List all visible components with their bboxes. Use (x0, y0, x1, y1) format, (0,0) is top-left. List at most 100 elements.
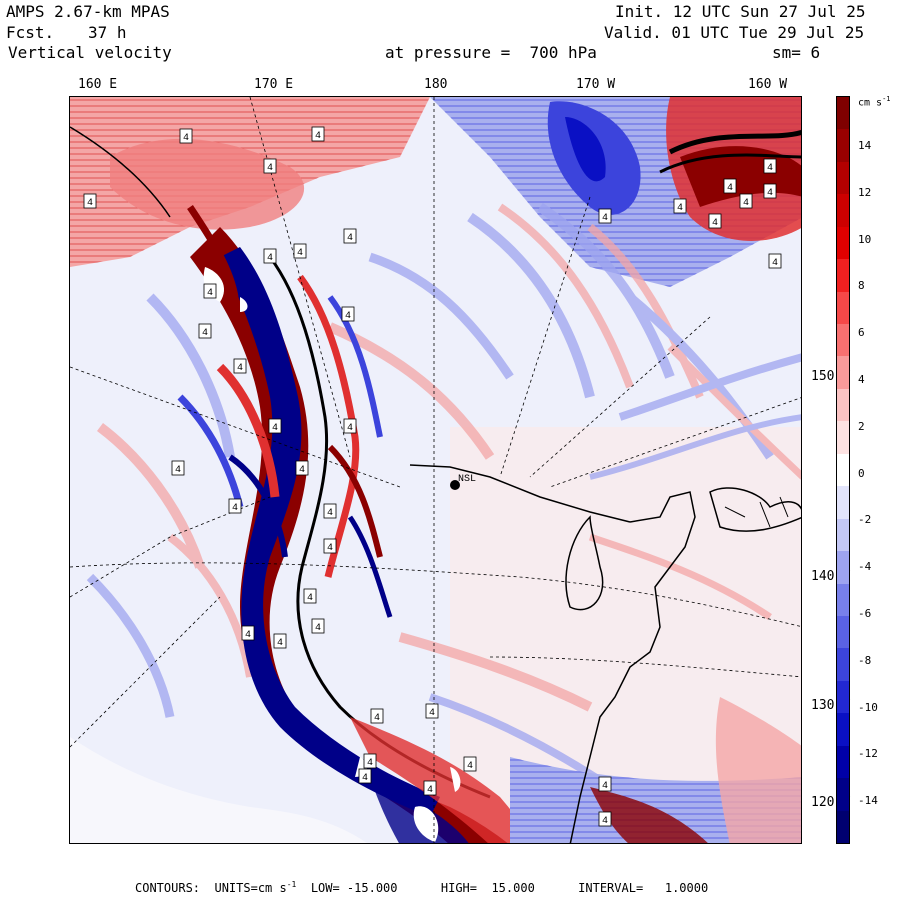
coastline-northeast (668, 129, 801, 155)
contour-label-box: 4 (241, 625, 255, 641)
colorbar-swatch (837, 810, 849, 844)
contour-label-box: 4 (739, 193, 753, 209)
colorbar-unit: cm s-1 (858, 95, 891, 109)
contour-label-box: 4 (763, 183, 777, 199)
svg-text:4: 4 (327, 543, 333, 554)
svg-text:4: 4 (307, 593, 313, 604)
colorbar-tick-label: 12 (858, 185, 872, 199)
contour-label-box: 4 (323, 503, 337, 519)
contour-label-box: 4 (233, 358, 247, 374)
lon-label-160e: 160 E (78, 77, 118, 92)
svg-text:4: 4 (207, 288, 213, 299)
negative-core-inner (565, 117, 606, 182)
svg-text:4: 4 (602, 213, 608, 224)
contour-label-box: 4 (363, 753, 377, 769)
contour-low: LOW= -15.000 (310, 881, 398, 895)
colorbar-swatch (837, 97, 849, 130)
contour-label-box: 4 (598, 811, 612, 827)
colorbar-tick-label: 6 (858, 326, 865, 340)
colorbar-swatch (837, 615, 849, 649)
contour-label-box: 4 (423, 780, 437, 796)
colorbar-tick-label: -10 (858, 700, 878, 714)
southeast-weak-positive (715, 697, 801, 843)
svg-text:4: 4 (315, 623, 321, 634)
svg-text:4: 4 (232, 503, 238, 514)
colorbar-tick-label: -14 (858, 794, 878, 808)
coastline-northeast-inner (659, 153, 801, 174)
contour-label-box: 4 (295, 460, 309, 476)
colorbar-swatch (837, 486, 849, 520)
contour-labels: 4 4 4 4 4 4 4 4 4 4 4 4 4 4 4 4 4 4 4 4 4 4 4 4 4 4 4 4 4 4 4 4 4 4 4 4 4 4 (83, 126, 782, 827)
pressure-level: at pressure = 700 hPa (385, 43, 597, 62)
contour-interval: INTERVAL= 1.0000 (578, 881, 709, 895)
forecast-label: Fcst. (6, 23, 55, 42)
contour-label-box: 4 (179, 128, 193, 144)
svg-text:4: 4 (347, 423, 353, 434)
svg-text:4: 4 (345, 311, 351, 322)
colorbar-swatch (837, 421, 849, 455)
smoothing-label: sm= 6 (772, 43, 821, 62)
contour-info: CONTOURS: UNITS=cm s-1 LOW= -15.000 HIGH… (135, 880, 708, 895)
contour-high: HIGH= 15.000 (440, 881, 535, 895)
lon-label-170e: 170 E (254, 77, 294, 92)
north-positive-core (110, 138, 305, 230)
svg-text:4: 4 (245, 630, 251, 641)
svg-text:4: 4 (183, 133, 189, 144)
contour-label-box: 4 (323, 538, 337, 554)
svg-text:4: 4 (429, 708, 435, 719)
forecast-value: 37 h (88, 23, 127, 42)
contour-label-box: 4 (311, 618, 325, 634)
contour-label-box: 4 (268, 418, 282, 434)
svg-text:4: 4 (727, 183, 733, 194)
colorbar-tick-label: 10 (858, 232, 872, 246)
contour-label-box: 4 (768, 253, 782, 269)
contour-label-box: 4 (293, 243, 307, 259)
colorbar-swatch (837, 259, 849, 293)
svg-text:4: 4 (267, 253, 273, 264)
contour-label-box: 4 (463, 756, 477, 772)
southwest-quiet-region (70, 737, 367, 843)
svg-text:4: 4 (374, 713, 380, 724)
contours-unit-exp: -1 (286, 880, 297, 889)
svg-text:4: 4 (712, 218, 718, 229)
coastlines (70, 126, 801, 843)
colorbar-swatch (837, 194, 849, 228)
colorbar-tick-label: 8 (858, 279, 865, 293)
colorbar-tick-label: -4 (858, 560, 872, 574)
colorbar-swatch (837, 551, 849, 584)
colorbar-tick-label: 4 (858, 373, 865, 386)
svg-text:4: 4 (602, 781, 608, 792)
colorbar-swatch (837, 680, 849, 714)
contour-label-box: 4 (341, 306, 355, 322)
contour-label-box: 4 (311, 126, 325, 142)
contour-label-box: 4 (723, 178, 737, 194)
colorbar-tick-label: 0 (858, 466, 865, 480)
contour-label-box: 4 (343, 228, 357, 244)
contour-label-box: 4 (263, 248, 277, 264)
contour-label-box: 4 (343, 418, 357, 434)
colorbar-swatch (837, 161, 849, 195)
model-title: AMPS 2.67-km MPAS (6, 2, 170, 21)
colorbar-swatch (837, 648, 849, 682)
graticule (70, 97, 801, 843)
lon-label-180: 180 (424, 77, 448, 92)
valid-time: Valid. 01 UTC Tue 29 Jul 25 (604, 23, 865, 42)
contour-label-box: 4 (303, 588, 317, 604)
colorbar-tick-label: 2 (858, 419, 865, 433)
contour-label-box: 4 (598, 776, 612, 792)
contour-label-box: 4 (370, 708, 384, 724)
svg-text:4: 4 (297, 248, 303, 259)
contour-label-box: 4 (425, 703, 439, 719)
colorbar-swatch (837, 324, 849, 357)
svg-text:4: 4 (467, 761, 473, 772)
svg-text:4: 4 (743, 198, 749, 209)
colorbar-swatch (837, 453, 849, 487)
colorbar-swatch (837, 356, 849, 390)
station-label: NSL (458, 474, 476, 485)
svg-text:4: 4 (427, 785, 433, 796)
southeast-positive-core (590, 787, 708, 843)
svg-text:4: 4 (362, 773, 368, 784)
svg-text:4: 4 (87, 198, 93, 209)
